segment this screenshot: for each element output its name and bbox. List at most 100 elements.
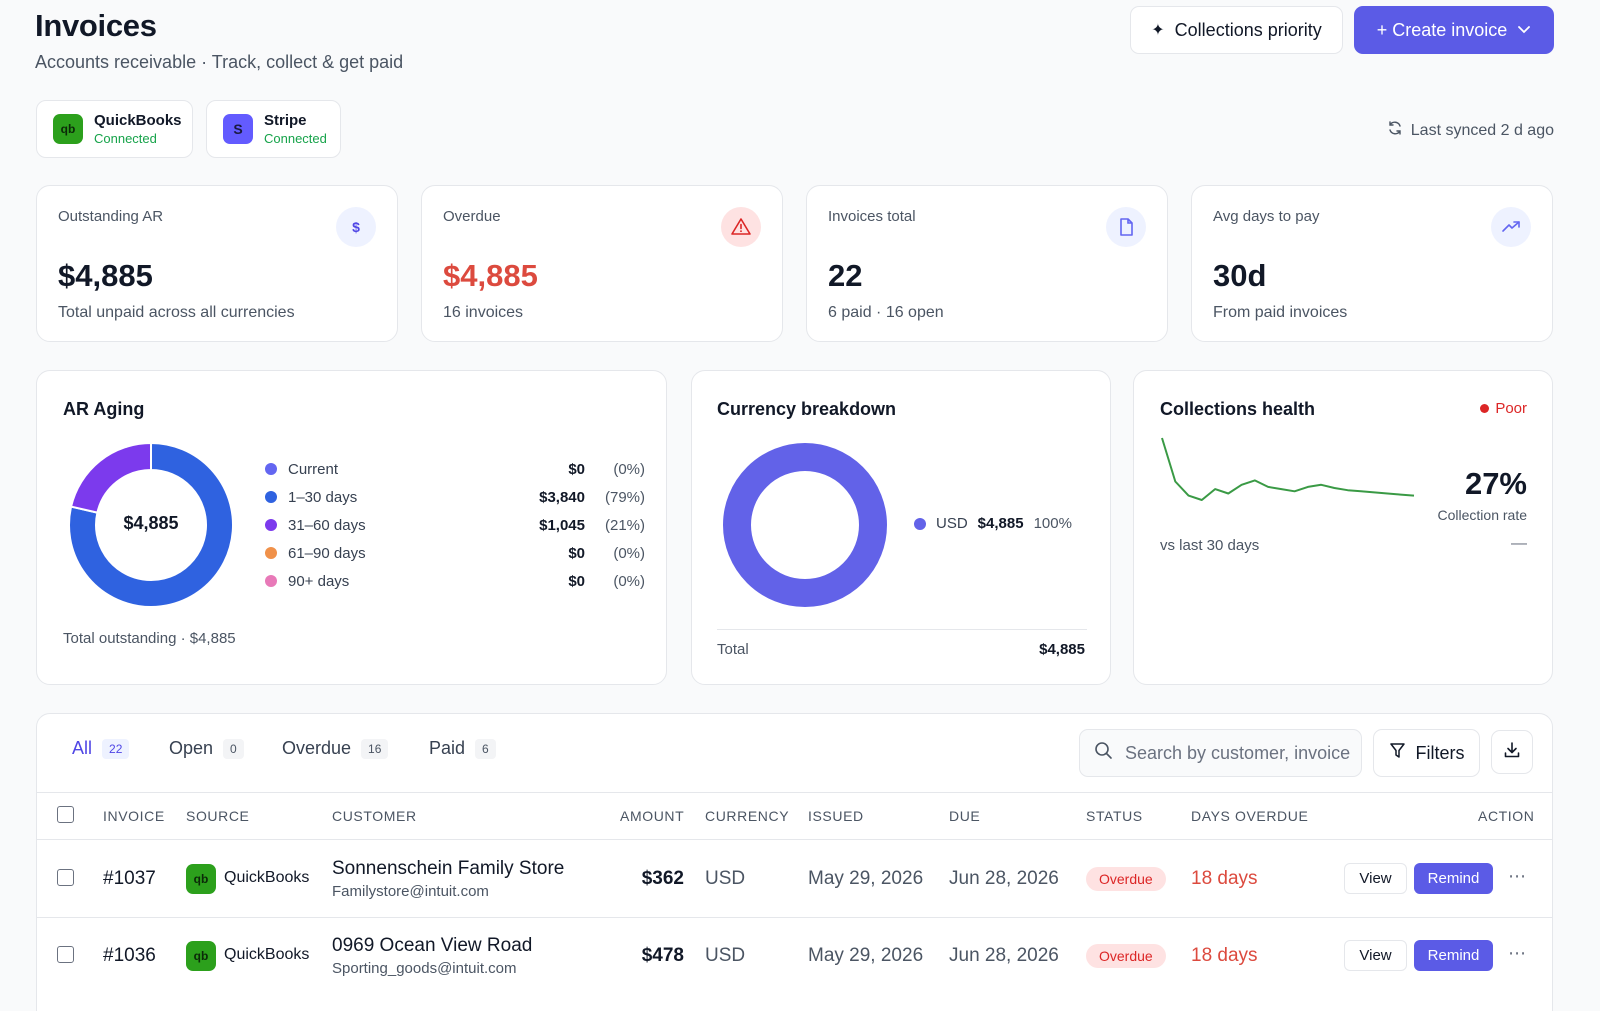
- legend-label: Current: [288, 460, 339, 478]
- filters-button[interactable]: Filters: [1373, 729, 1480, 777]
- legend-label: 61–90 days: [288, 544, 366, 562]
- donut-slice: [69, 443, 233, 607]
- kpi-invoices-total: Invoices total 22 6 paid · 16 open: [806, 185, 1168, 342]
- days-overdue: 18 days: [1191, 945, 1258, 966]
- legend-amount: $0: [568, 544, 585, 562]
- view-button[interactable]: View: [1344, 940, 1407, 971]
- collections-priority-button[interactable]: ✦ Collections priority: [1130, 6, 1343, 54]
- column-header[interactable]: SOURCE: [186, 808, 250, 824]
- due-date: Jun 28, 2026: [949, 945, 1059, 966]
- remind-button[interactable]: Remind: [1414, 940, 1493, 971]
- kpi-sub: 6 paid · 16 open: [828, 304, 944, 321]
- kpi-label: Invoices total: [828, 208, 916, 225]
- legend-amount: $1,045: [539, 516, 585, 534]
- integration-stripe[interactable]: S Stripe Connected: [206, 100, 341, 158]
- collections-compare-value: —: [1511, 535, 1527, 552]
- currency-pct: 100%: [1033, 515, 1072, 532]
- kpi-label: Outstanding AR: [58, 208, 164, 225]
- quickbooks-logo-icon: qb: [53, 114, 83, 144]
- customer-name[interactable]: 0969 Ocean View Road: [332, 935, 533, 956]
- view-button[interactable]: View: [1344, 863, 1407, 894]
- column-header[interactable]: AMOUNT: [620, 808, 685, 824]
- donut-slice: [69, 443, 152, 514]
- source-name: QuickBooks: [224, 869, 310, 886]
- kpi-value: 30d: [1213, 258, 1267, 293]
- ar-aging-panel: AR Aging $4,885 Total outstanding · $4,8…: [36, 370, 667, 685]
- legend-dot: [265, 575, 277, 587]
- tab-count: 16: [361, 738, 389, 759]
- column-header[interactable]: DUE: [949, 808, 981, 824]
- column-header[interactable]: STATUS: [1086, 808, 1143, 824]
- collections-status: Poor: [1495, 400, 1527, 417]
- issued-date: May 29, 2026: [808, 945, 924, 966]
- quickbooks-logo-icon: qb: [186, 864, 216, 894]
- customer-email: Sporting_goods@intuit.com: [332, 960, 517, 977]
- collections-title: Collections health: [1160, 399, 1316, 419]
- remind-button[interactable]: Remind: [1414, 863, 1493, 894]
- column-header[interactable]: ACTION: [1478, 808, 1535, 824]
- issued-date: May 29, 2026: [808, 868, 924, 889]
- customer-name[interactable]: Sonnenschein Family Store: [332, 858, 565, 879]
- kpi-sub: Total unpaid across all currencies: [58, 304, 295, 321]
- legend-row: 31–60 days $1,045 (21%): [265, 513, 645, 537]
- tab-all[interactable]: All 22: [72, 738, 130, 759]
- legend-pct: (0%): [613, 572, 645, 590]
- invoice-number[interactable]: #1037: [103, 868, 156, 889]
- collections-status-badge: Poor: [1480, 400, 1527, 417]
- legend-amount: $0: [568, 460, 585, 478]
- ar-aging-center-value: $4,885: [123, 513, 179, 533]
- kpi-overdue: Overdue $4,885 16 invoices: [421, 185, 783, 342]
- tab-open[interactable]: Open 0: [169, 738, 244, 759]
- column-header[interactable]: CUSTOMER: [332, 808, 417, 824]
- divider: [37, 917, 1553, 918]
- row-checkbox[interactable]: [57, 869, 74, 886]
- search-box[interactable]: [1079, 729, 1362, 777]
- kpi-value: 22: [828, 258, 863, 293]
- integration-status: Connected: [94, 131, 157, 146]
- column-header[interactable]: ISSUED: [808, 808, 864, 824]
- tab-count: 0: [223, 738, 244, 759]
- select-all-checkbox[interactable]: [57, 806, 74, 823]
- integration-quickbooks[interactable]: qb QuickBooks Connected: [36, 100, 193, 158]
- collections-sparkline: [1161, 437, 1415, 501]
- column-header[interactable]: INVOICE: [103, 808, 165, 824]
- status-badge: Overdue: [1086, 944, 1166, 968]
- row-checkbox[interactable]: [57, 946, 74, 963]
- currency-donut: [723, 443, 887, 607]
- column-header[interactable]: CURRENCY: [705, 808, 790, 824]
- legend-label: 90+ days: [288, 572, 350, 590]
- create-invoice-button[interactable]: + Create invoice: [1354, 6, 1554, 54]
- chevron-down-icon: [1517, 20, 1531, 41]
- kpi-sub: From paid invoices: [1213, 304, 1348, 321]
- integration-status: Connected: [264, 131, 327, 146]
- tab-paid[interactable]: Paid 6: [429, 738, 496, 759]
- last-synced[interactable]: Last synced 2 d ago: [1387, 120, 1554, 141]
- tab-label: Open: [169, 738, 214, 758]
- more-icon[interactable]: ⋯: [1508, 866, 1526, 886]
- kpi-outstanding-ar: Outstanding AR $4,885 Total unpaid acros…: [36, 185, 398, 342]
- kpi-label: Avg days to pay: [1213, 208, 1320, 225]
- page-subtitle: Accounts receivable · Track, collect & g…: [35, 52, 404, 72]
- integration-name: Stripe: [264, 112, 307, 129]
- legend-amount: $0: [568, 572, 585, 590]
- download-button[interactable]: [1491, 730, 1533, 774]
- kpi-value: $4,885: [58, 258, 153, 293]
- invoice-number[interactable]: #1036: [103, 945, 156, 966]
- tab-label: Overdue: [282, 738, 352, 758]
- collections-priority-label: Collections priority: [1174, 19, 1322, 40]
- divider: [717, 629, 1087, 630]
- kpi-label: Overdue: [443, 208, 501, 225]
- currency-legend-row: USD $4,885 100%: [914, 515, 1072, 532]
- search-input[interactable]: [1125, 742, 1355, 764]
- column-header[interactable]: DAYS OVERDUE: [1191, 808, 1309, 824]
- customer-email: Familystore@intuit.com: [332, 883, 489, 900]
- legend-label: 1–30 days: [288, 488, 358, 506]
- collections-rate: 27%: [1464, 466, 1527, 501]
- legend-row: 90+ days $0 (0%): [265, 569, 645, 593]
- more-icon[interactable]: ⋯: [1508, 943, 1526, 963]
- dollar-icon: $: [336, 207, 376, 247]
- tab-overdue[interactable]: Overdue 16: [282, 738, 389, 759]
- stripe-logo-icon: S: [223, 114, 253, 144]
- quickbooks-logo-icon: qb: [186, 941, 216, 971]
- refresh-icon: [1387, 120, 1403, 141]
